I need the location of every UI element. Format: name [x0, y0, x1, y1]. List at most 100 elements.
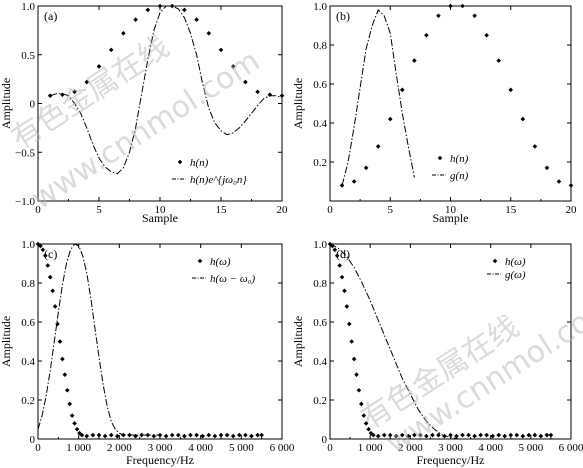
data-point: [182, 7, 187, 13]
data-point: [363, 421, 369, 426]
data-point: [337, 263, 342, 268]
data-point: [67, 401, 73, 407]
data-point: [230, 433, 236, 439]
legend-marker: [177, 159, 183, 165]
legend-label: h(ω): [210, 256, 231, 268]
data-point: [532, 432, 538, 438]
data-point: [520, 116, 526, 122]
y-tick-label: 0.4: [313, 118, 327, 130]
y-tick-label: −1.0: [15, 196, 35, 208]
data-point: [412, 432, 417, 438]
data-point: [472, 433, 477, 439]
data-point: [387, 116, 393, 122]
x-tick-label: 10: [445, 204, 457, 216]
data-point: [520, 433, 526, 439]
x-tick-label: 3 000: [148, 442, 173, 454]
x-tick-label: 4 000: [188, 442, 213, 454]
data-point: [206, 432, 212, 438]
data-point: [157, 3, 163, 9]
data-point: [349, 339, 354, 344]
data-point: [412, 58, 417, 63]
y-tick-label: 1.0: [21, 1, 35, 13]
data-point: [332, 247, 338, 253]
panel-b: 0 5 10 15 20 0.2 0.4 0.6 0.8 1.0 Sample Amplitude (b…: [291, 1, 577, 225]
data-point: [393, 433, 399, 439]
y-tick-label: 0.2: [313, 395, 327, 407]
data-point: [478, 432, 483, 438]
legend-label: h(n)e^{jω₀n}: [190, 174, 247, 186]
data-point: [50, 288, 55, 294]
x-axis-title: Sample: [433, 211, 469, 225]
data-point: [218, 432, 224, 438]
data-point: [40, 247, 46, 253]
y-tick-label: 1.0: [313, 239, 327, 251]
legend-label: h(ω − ω₀): [210, 273, 255, 285]
data-point: [484, 432, 489, 438]
panel-a: 0 5 10 15 20 −1.0 −0.5 0 0.5 1.0 Sample Amplitude (a…: [0, 1, 288, 225]
y-tick-label: 0.5: [21, 50, 35, 62]
data-point: [206, 31, 212, 36]
series-0-markers: [327, 241, 554, 439]
data-point: [38, 243, 43, 249]
data-point: [255, 432, 260, 438]
data-point: [57, 339, 63, 344]
data-point: [69, 413, 75, 418]
x-axis-title: Sample: [142, 211, 178, 225]
y-tick-label: 0.4: [21, 356, 35, 368]
data-point: [436, 13, 441, 19]
data-point: [538, 433, 544, 439]
data-point: [84, 433, 90, 439]
data-point: [508, 87, 514, 93]
data-point: [514, 432, 520, 438]
data-point: [400, 432, 405, 438]
data-point: [151, 433, 157, 439]
data-point: [74, 426, 80, 432]
series-0-markers: [339, 3, 574, 188]
data-point: [84, 79, 90, 85]
data-point: [544, 165, 550, 171]
data-point: [163, 433, 169, 439]
series-1-line: [50, 5, 283, 175]
data-point: [267, 92, 273, 98]
x-tick-label: 0: [327, 442, 333, 454]
x-tick-label: 15: [505, 204, 517, 216]
x-tick-label: 10: [155, 204, 167, 216]
data-point: [255, 89, 260, 95]
series-1-line: [37, 243, 160, 436]
data-point: [490, 433, 495, 439]
data-point: [387, 432, 393, 438]
data-point: [496, 432, 501, 438]
data-point: [430, 432, 435, 438]
data-point: [43, 253, 48, 258]
data-point: [568, 183, 574, 188]
y-tick-label: 0.6: [313, 317, 327, 329]
y-tick-label: 0.8: [313, 40, 327, 52]
y-axis-title: Amplitude: [0, 78, 13, 129]
panel-label: (a): [44, 9, 57, 23]
y-axis-title: Amplitude: [291, 316, 305, 367]
x-tick-label: 0: [35, 442, 41, 454]
legend-marker: [437, 155, 443, 161]
data-point: [366, 426, 371, 432]
data-point: [400, 87, 405, 93]
data-point: [79, 432, 85, 438]
data-point: [424, 32, 429, 38]
data-point: [55, 321, 60, 327]
data-point: [556, 179, 562, 184]
data-point: [460, 432, 465, 438]
data-point: [127, 432, 132, 438]
data-point: [344, 304, 350, 309]
data-point: [108, 432, 114, 438]
legend-label: h(n): [190, 157, 209, 169]
data-point: [218, 47, 224, 53]
data-point: [484, 32, 489, 38]
data-point: [339, 183, 345, 188]
data-point: [375, 144, 381, 149]
data-point: [72, 421, 77, 426]
data-point: [502, 433, 508, 439]
x-tick-label: 6 000: [559, 442, 583, 454]
x-tick-label: 6 000: [270, 442, 295, 454]
data-point: [508, 432, 514, 438]
data-point: [249, 433, 254, 439]
